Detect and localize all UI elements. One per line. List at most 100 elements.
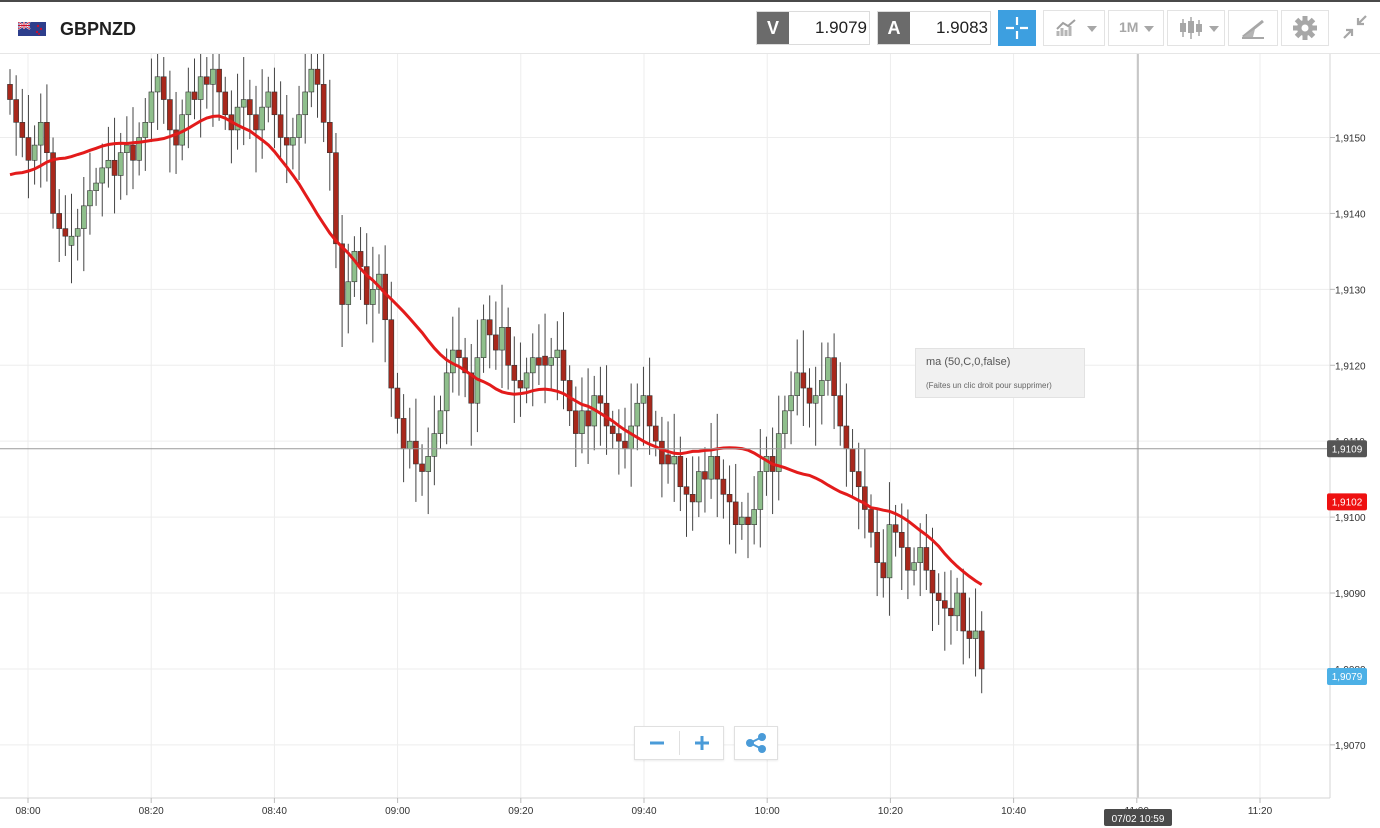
candle-body bbox=[185, 91, 192, 116]
candle-body bbox=[253, 114, 259, 131]
candle-body bbox=[339, 243, 345, 305]
candle-body bbox=[892, 524, 899, 533]
chevron-down-icon bbox=[1144, 26, 1154, 32]
candle-body bbox=[825, 357, 831, 381]
candle-body bbox=[265, 91, 272, 108]
candle-body bbox=[204, 76, 210, 85]
candles bbox=[7, 54, 985, 694]
x-tick-label: 10:20 bbox=[878, 806, 903, 817]
candle-body bbox=[929, 569, 936, 594]
candle-body bbox=[849, 448, 856, 472]
candle-body bbox=[542, 355, 548, 366]
candle-body bbox=[609, 425, 616, 434]
candle-body bbox=[874, 531, 880, 563]
candle-body bbox=[941, 600, 948, 609]
buy-price-button[interactable]: A 1.9083 bbox=[877, 11, 991, 45]
crosshair-icon bbox=[1006, 17, 1028, 39]
settings-button[interactable] bbox=[1281, 10, 1329, 46]
candle-body bbox=[948, 607, 954, 617]
candle-body bbox=[751, 509, 757, 525]
candle-body bbox=[25, 137, 32, 161]
candle-body bbox=[326, 122, 333, 153]
candle-body bbox=[314, 68, 321, 85]
candle-body bbox=[905, 547, 911, 571]
crosshair-button[interactable] bbox=[998, 10, 1036, 46]
indicator-hint: (Faites un clic droit pour supprimer) bbox=[926, 381, 1052, 390]
candle-body bbox=[702, 471, 708, 480]
buy-label: A bbox=[878, 12, 910, 44]
candle-body bbox=[130, 144, 136, 161]
indicator-name: ma (50,C,0,false) bbox=[926, 356, 1011, 368]
candle-body bbox=[7, 84, 13, 100]
crosshair-price-text: 1,9109 bbox=[1332, 444, 1363, 455]
candle-body bbox=[622, 440, 628, 450]
drawing-tool-button[interactable] bbox=[1228, 10, 1278, 46]
candle-body bbox=[394, 387, 401, 419]
candle-body bbox=[739, 516, 745, 525]
candle-body bbox=[93, 182, 99, 191]
candle-body bbox=[160, 76, 167, 100]
chevron-down-icon bbox=[1209, 26, 1219, 32]
timeframe-selector[interactable]: 1M bbox=[1108, 10, 1164, 46]
candle-body bbox=[437, 410, 444, 434]
candle-body bbox=[173, 129, 179, 146]
minus-icon bbox=[650, 741, 664, 745]
candle-body bbox=[413, 440, 419, 465]
candle-body bbox=[960, 592, 967, 632]
chart-type-button[interactable] bbox=[1043, 10, 1105, 46]
candle-body bbox=[548, 357, 555, 366]
candle-body bbox=[966, 630, 973, 639]
candle-body bbox=[677, 456, 684, 488]
timeframe-label: 1M bbox=[1119, 19, 1139, 35]
candle-body bbox=[37, 122, 44, 146]
candle-body bbox=[652, 425, 659, 442]
x-tick-label: 11:20 bbox=[1248, 806, 1273, 817]
candle-body bbox=[640, 395, 647, 404]
candle-body bbox=[689, 494, 696, 503]
candle-body bbox=[683, 486, 690, 495]
zoom-in-button[interactable] bbox=[680, 727, 724, 759]
price-chart[interactable]: 1,90701,90801,90901,91001,91101,91201,91… bbox=[0, 54, 1380, 828]
last-price-tag: 1,9079 bbox=[1327, 668, 1367, 686]
candle-body bbox=[425, 456, 432, 472]
candle-body bbox=[523, 372, 530, 389]
candle-body bbox=[259, 106, 265, 131]
candle-body bbox=[480, 319, 487, 358]
candle-body bbox=[880, 562, 887, 579]
candle-body bbox=[585, 410, 591, 427]
y-tick-label: 1,9070 bbox=[1335, 741, 1366, 752]
candle-body bbox=[898, 531, 905, 548]
candle-body bbox=[862, 486, 868, 510]
indicator-tooltip: ma (50,C,0,false) (Faites un clic droit … bbox=[915, 348, 1085, 398]
sell-price-button[interactable]: V 1.9079 bbox=[756, 11, 870, 45]
share-button[interactable] bbox=[734, 726, 778, 760]
candle-body bbox=[351, 251, 358, 283]
candle-body bbox=[505, 327, 511, 366]
candle-body bbox=[560, 349, 567, 381]
zoom-out-button[interactable] bbox=[635, 727, 679, 759]
ma-price-text: 1,9102 bbox=[1332, 497, 1363, 508]
candle-body bbox=[19, 122, 26, 138]
candle-body bbox=[376, 273, 382, 290]
candle-body bbox=[529, 357, 536, 374]
candle-body bbox=[443, 372, 450, 412]
candle-body bbox=[388, 319, 395, 389]
candle-body bbox=[191, 91, 198, 100]
candle-body bbox=[788, 395, 794, 412]
chart-toolbar: GBPNZD V 1.9079 A 1.9083 1M bbox=[0, 4, 1380, 54]
candle-body bbox=[99, 167, 106, 184]
candle-body bbox=[148, 91, 155, 123]
candle-body bbox=[105, 159, 112, 169]
candles-button[interactable] bbox=[1167, 10, 1225, 46]
candle-body bbox=[167, 99, 173, 131]
crosshair-price-tag: 1,9109 bbox=[1327, 440, 1367, 458]
symbol-title: GBPNZD bbox=[60, 19, 136, 39]
candle-body bbox=[68, 235, 75, 246]
candle-body bbox=[572, 410, 579, 434]
collapse-button[interactable] bbox=[1332, 10, 1378, 46]
candle-body bbox=[456, 349, 462, 358]
y-tick-label: 1,9090 bbox=[1335, 589, 1366, 600]
candle-body bbox=[794, 372, 801, 396]
x-tick-label: 10:40 bbox=[1001, 806, 1026, 817]
